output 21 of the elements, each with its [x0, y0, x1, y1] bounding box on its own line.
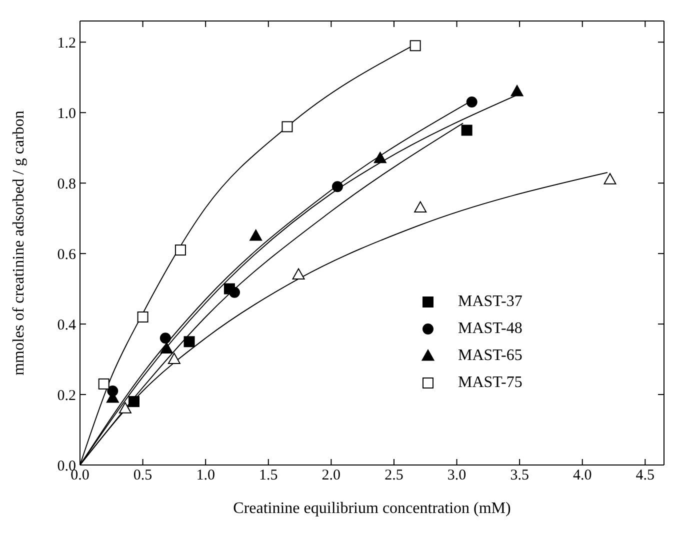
y-tick-label: 0.4	[57, 317, 76, 334]
x-tick-label: 2.0	[322, 468, 341, 484]
x-tick-label: 0.5	[133, 468, 152, 484]
x-tick-label: 1.5	[259, 468, 278, 484]
x-tick-label: 3.5	[510, 468, 529, 484]
x-tick-label: 4.0	[572, 468, 592, 484]
legend-label: MAST-75	[458, 374, 522, 392]
legend-label: MAST-65	[458, 346, 522, 364]
y-tick-label: 1.2	[57, 35, 76, 52]
x-tick-label: 4.5	[636, 468, 655, 484]
x-tick-label: 2.5	[384, 468, 404, 484]
y-tick-label: 0.6	[57, 246, 76, 263]
x-axis-title: Creatinine equilibrium concentration (mM)	[233, 500, 511, 517]
x-tick-label: 1.0	[196, 468, 215, 484]
y-axis-title: mmoles of creatinine adsorbed / g carbon	[10, 110, 28, 376]
y-tick-label: 0.2	[57, 388, 76, 404]
x-tick-label: 3.0	[447, 468, 466, 484]
legend-label: MAST-48	[458, 320, 522, 338]
legend-label: MAST-37	[458, 292, 522, 310]
y-tick-label: 1.0	[57, 106, 76, 122]
y-tick-label: 0.8	[57, 176, 76, 192]
